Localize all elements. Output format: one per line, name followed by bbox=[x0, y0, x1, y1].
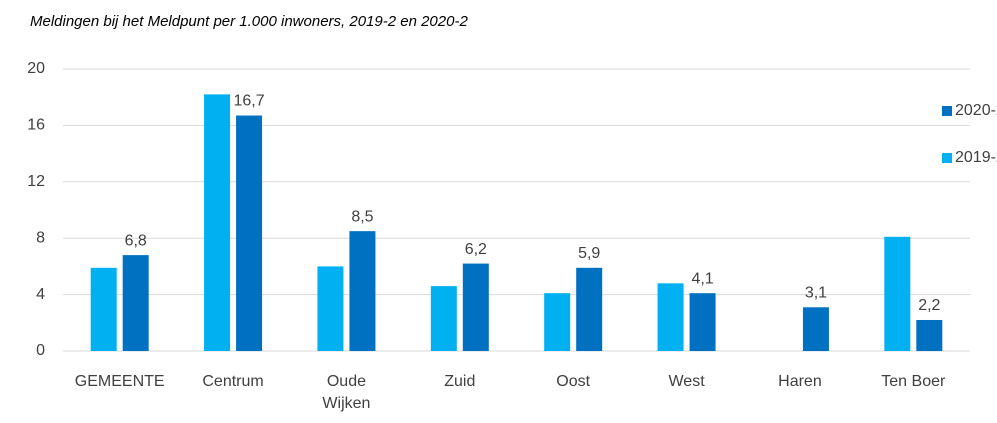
value-label: 2,2 bbox=[918, 297, 940, 314]
x-tick-label: West bbox=[668, 373, 705, 390]
value-label: 16,7 bbox=[233, 93, 264, 110]
bar bbox=[689, 293, 716, 351]
legend-swatch bbox=[942, 153, 952, 163]
x-tick-label: GEMEENTE bbox=[74, 373, 165, 390]
x-tick-label: Centrum bbox=[202, 373, 264, 390]
value-label: 4,1 bbox=[691, 270, 713, 287]
bar bbox=[576, 267, 603, 351]
bar bbox=[90, 267, 117, 351]
bar bbox=[657, 283, 684, 351]
bar bbox=[204, 94, 231, 351]
bar bbox=[544, 293, 571, 351]
bar bbox=[430, 286, 457, 351]
value-label: 3,1 bbox=[805, 285, 827, 302]
y-tick-label: 4 bbox=[36, 286, 45, 303]
x-tick-label: Ten Boer bbox=[881, 373, 946, 390]
x-tick-label: Oost bbox=[556, 373, 591, 390]
bar bbox=[317, 266, 344, 351]
y-tick-label: 0 bbox=[36, 342, 45, 359]
value-label: 8,5 bbox=[351, 208, 373, 225]
value-label: 5,9 bbox=[578, 245, 600, 262]
bar bbox=[916, 319, 943, 351]
y-tick-label: 16 bbox=[27, 117, 45, 134]
x-tick-label: Zuid bbox=[444, 373, 476, 390]
chart-title: Meldingen bij het Meldpunt per 1.000 inw… bbox=[30, 13, 468, 30]
legend-swatch bbox=[942, 106, 952, 116]
value-label: 6,2 bbox=[465, 241, 487, 258]
value-label: 6,8 bbox=[125, 232, 147, 249]
x-tick-label: Haren bbox=[778, 373, 822, 390]
bar bbox=[349, 231, 376, 351]
legend-label: 2020-2 bbox=[955, 102, 997, 119]
y-tick-label: 8 bbox=[36, 229, 45, 246]
bar bbox=[236, 115, 263, 351]
bar bbox=[884, 236, 911, 351]
bar bbox=[802, 307, 829, 351]
x-tick-label: Oude Wijken bbox=[322, 373, 371, 412]
y-tick-label: 12 bbox=[27, 173, 45, 190]
bar bbox=[462, 263, 489, 351]
y-tick-label: 20 bbox=[27, 60, 45, 77]
bar bbox=[122, 255, 149, 351]
legend-label: 2019-2 bbox=[955, 149, 997, 166]
